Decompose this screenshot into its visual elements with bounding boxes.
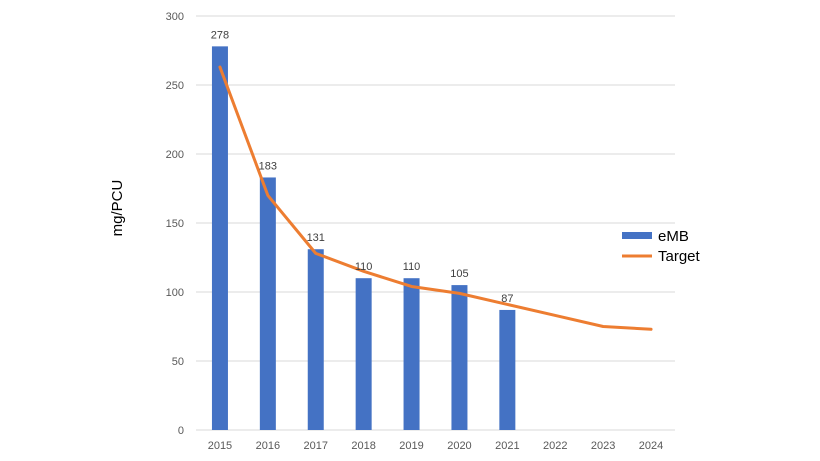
y-axis-label: mg/PCU xyxy=(109,180,126,237)
legend-label-target: Target xyxy=(658,248,701,265)
x-tick-label: 2022 xyxy=(543,440,567,452)
legend-swatch-emb xyxy=(622,232,652,239)
data-label-emb-2015: 278 xyxy=(211,29,229,41)
y-tick-label: 150 xyxy=(166,218,184,230)
legend-label-emb: eMB xyxy=(658,228,689,245)
x-tick-label: 2019 xyxy=(399,440,423,452)
y-tick-label: 300 xyxy=(166,11,184,23)
bar-emb-2018 xyxy=(355,278,372,430)
x-tick-label: 2020 xyxy=(447,440,471,452)
line-target xyxy=(218,65,653,331)
bar-emb-2017 xyxy=(307,249,324,430)
target-line xyxy=(218,65,653,331)
x-tick-label: 2021 xyxy=(495,440,519,452)
y-tick-labels: 0 50 100 150 200 250 300 xyxy=(166,11,184,437)
legend: eMB Target xyxy=(622,228,701,265)
x-tick-label: 2023 xyxy=(591,440,615,452)
y-tick-label: 100 xyxy=(166,287,184,299)
y-tick-label: 200 xyxy=(166,149,184,161)
x-tick-labels: 2015 2016 2017 2018 2019 2020 2021 2022 2023 2024 xyxy=(208,440,664,452)
y-tick-label: 50 xyxy=(172,356,184,368)
x-tick-label: 2016 xyxy=(256,440,280,452)
data-label-emb-2021: 87 xyxy=(501,293,513,305)
bars-emb xyxy=(211,46,516,431)
bar-emb-2021 xyxy=(499,309,516,430)
x-tick-label: 2015 xyxy=(208,440,232,452)
y-tick-label: 0 xyxy=(178,425,184,437)
x-tick-label: 2018 xyxy=(351,440,375,452)
y-tick-label: 250 xyxy=(166,80,184,92)
data-label-emb-2019: 110 xyxy=(403,261,421,273)
bar-emb-2019 xyxy=(403,278,420,430)
x-tick-label: 2017 xyxy=(304,440,328,452)
data-label-emb-2017: 131 xyxy=(307,232,325,244)
data-label-emb-2018: 110 xyxy=(355,261,373,273)
data-label-emb-2020: 105 xyxy=(450,268,468,280)
data-label-emb-2016: 183 xyxy=(259,160,277,172)
bar-emb-2020 xyxy=(451,285,468,430)
bar-emb-2015 xyxy=(211,46,228,431)
x-tick-label: 2024 xyxy=(639,440,663,452)
data-labels: 278 183 131 110 110 105 87 xyxy=(211,29,514,305)
bar-emb-2016 xyxy=(259,177,276,430)
